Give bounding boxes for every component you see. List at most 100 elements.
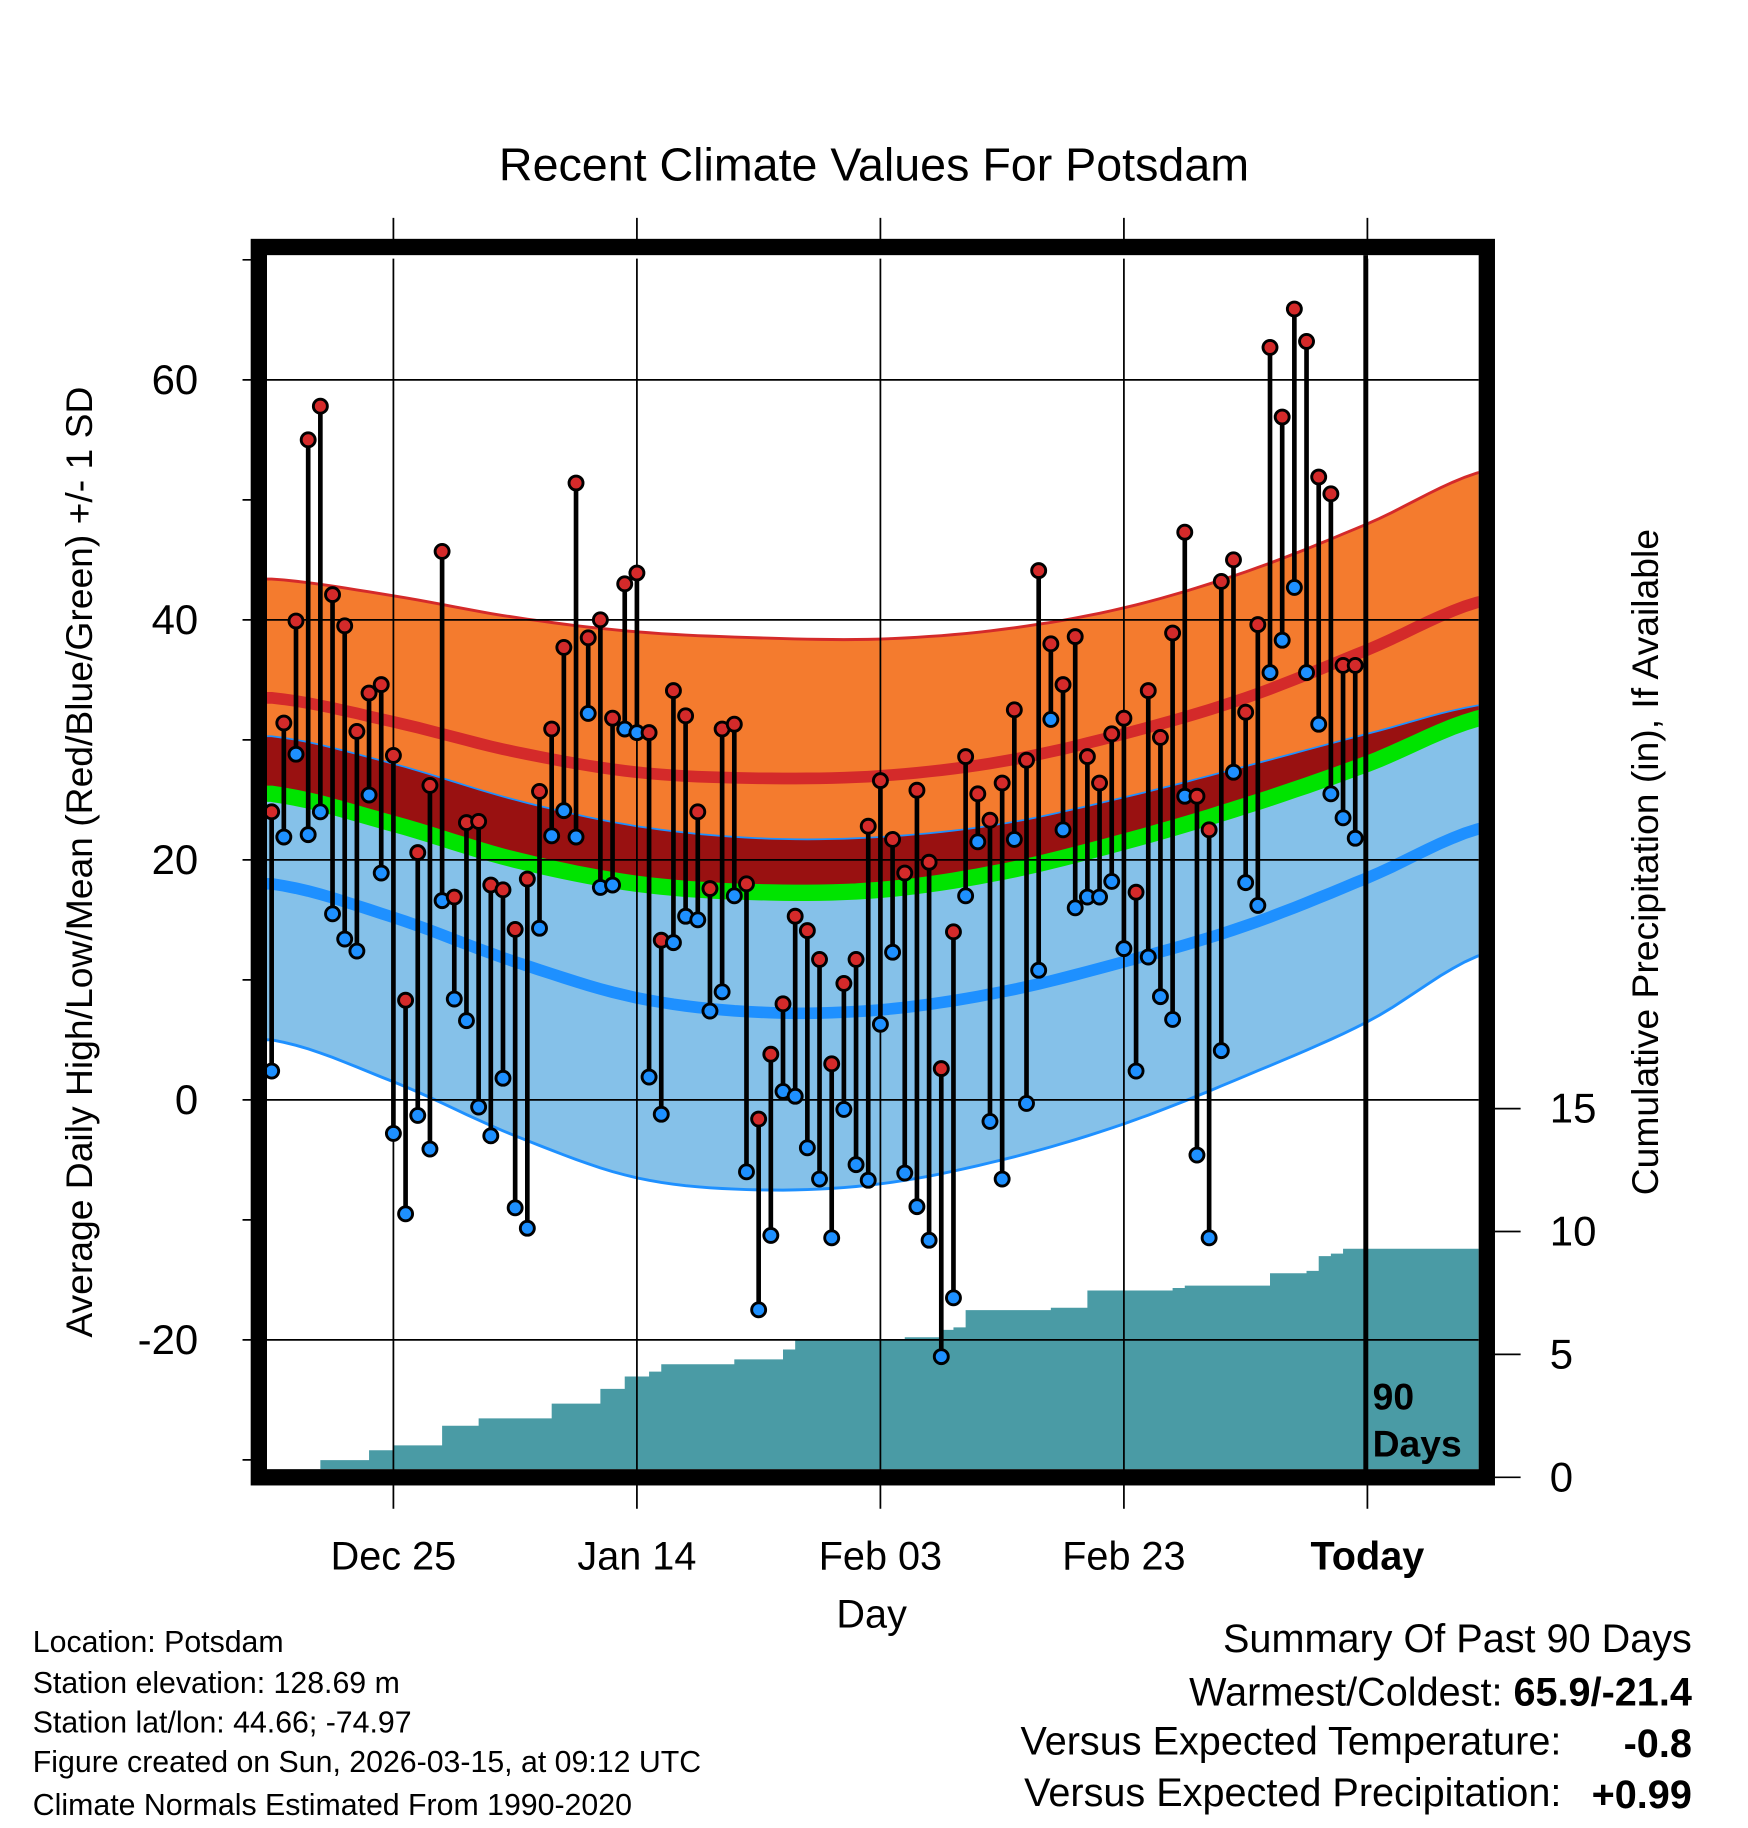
daily-low-point — [1091, 888, 1109, 906]
daily-low-point — [750, 1301, 768, 1319]
daily-high-point — [945, 923, 962, 941]
daily-low-point — [896, 1164, 914, 1182]
axes: Dec 25 Jan 14 Feb 03 Feb 23 Today 60 40 20 0 -20 0… — [138, 217, 1596, 1578]
daily-high-point — [1005, 701, 1023, 719]
precip-vs-expected-label: Versus Expected Precipitation: — [1024, 1771, 1561, 1815]
daily-high-point — [287, 612, 305, 630]
daily-high-point — [591, 611, 609, 629]
y-tick-label: 60 — [152, 356, 199, 403]
y-tick-label: 40 — [152, 596, 199, 643]
daily-low-point — [1030, 961, 1048, 979]
daily-high-point — [884, 830, 902, 848]
daily-high-point — [1346, 656, 1364, 674]
daily-low-point — [1127, 1062, 1145, 1080]
y2-axis-label: Cumulative Precipitation (in), If Availa… — [1624, 529, 1666, 1195]
daily-high-point — [1273, 408, 1291, 426]
daily-high-point — [336, 617, 354, 635]
footer-location: Location: Potsdam — [33, 1626, 284, 1659]
daily-high-point — [1225, 551, 1242, 569]
daily-low-point — [531, 919, 548, 937]
daily-low-point — [1139, 948, 1157, 966]
y-tick-label: 0 — [175, 1076, 198, 1123]
summary-panel: Summary Of Past 90 Days Warmest/Coldest:… — [1020, 1617, 1691, 1817]
y2-tick-label: 5 — [1550, 1330, 1573, 1377]
daily-low-point — [859, 1171, 877, 1189]
daily-high-point — [1212, 572, 1230, 590]
daily-high-point — [920, 853, 938, 871]
daily-low-point — [1261, 664, 1279, 682]
daily-high-point — [275, 714, 293, 732]
daily-high-point — [494, 881, 512, 899]
today-days-number: 90 — [1373, 1376, 1414, 1418]
daily-low-point — [993, 1170, 1011, 1188]
daily-high-point — [555, 638, 573, 656]
daily-low-point — [555, 802, 573, 820]
daily-low-point — [397, 1205, 415, 1223]
daily-high-point — [1188, 787, 1206, 805]
daily-low-point — [1237, 874, 1255, 892]
daily-low-point — [884, 943, 902, 961]
daily-low-point — [1322, 785, 1340, 803]
daily-low-point — [336, 930, 354, 948]
daily-low-point — [908, 1198, 926, 1216]
daily-low-point — [1346, 829, 1364, 847]
daily-high-point — [1018, 751, 1035, 769]
daily-high-point — [506, 920, 524, 938]
daily-low-point — [1103, 872, 1121, 890]
daily-high-point — [299, 431, 317, 449]
daily-points — [266, 300, 1364, 1366]
daily-high-point — [823, 1055, 841, 1073]
daily-low-point — [1005, 830, 1023, 848]
station-info: Location: Potsdam Station elevation: 128… — [33, 1626, 701, 1822]
daily-low-point — [640, 1068, 658, 1086]
daily-high-point — [701, 880, 719, 898]
daily-low-point — [1042, 710, 1060, 728]
x-axis-label: Day — [836, 1593, 907, 1637]
daily-low-point — [275, 828, 293, 846]
footer-normals: Climate Normals Estimated From 1990-2020 — [33, 1789, 632, 1822]
daily-high-point — [689, 803, 707, 821]
daily-low-point — [1334, 809, 1352, 827]
daily-high-point — [384, 746, 402, 764]
daily-low-point — [1285, 578, 1303, 596]
daily-high-point — [1261, 338, 1279, 356]
daily-low-point — [470, 1098, 488, 1116]
daily-high-point — [531, 782, 548, 800]
daily-high-point — [1310, 468, 1328, 486]
daily-high-point — [847, 950, 865, 968]
daily-low-point — [969, 833, 987, 851]
daily-low-point — [1200, 1229, 1218, 1247]
daily-high-point — [1042, 635, 1060, 653]
daily-high-point — [1054, 676, 1072, 694]
daily-high-point — [1151, 728, 1169, 746]
daily-high-point — [786, 907, 804, 925]
daily-high-point — [932, 1060, 950, 1078]
daily-high-point — [1103, 725, 1121, 743]
daily-low-point — [1018, 1094, 1035, 1112]
daily-high-point — [604, 709, 622, 727]
footer-latlon: Station lat/lon: 44.66; -74.97 — [33, 1706, 412, 1739]
daily-low-point — [981, 1112, 999, 1130]
y-tick-label: 20 — [152, 836, 199, 883]
daily-low-point — [579, 704, 597, 722]
daily-low-point — [348, 942, 366, 960]
summary-warmest-coldest: Warmest/Coldest: 65.9/-21.4 — [1189, 1671, 1692, 1715]
daily-low-point — [798, 1139, 816, 1157]
daily-low-point — [725, 887, 743, 905]
mid-band — [266, 705, 1479, 893]
daily-low-point — [311, 803, 329, 821]
daily-high-point — [397, 991, 415, 1009]
daily-high-point — [738, 875, 755, 893]
daily-low-point — [445, 990, 463, 1008]
daily-low-point — [360, 786, 378, 804]
daily-low-point — [567, 828, 585, 846]
daily-low-point — [835, 1100, 853, 1118]
daily-high-point — [445, 888, 463, 906]
today-days-word: Days — [1373, 1422, 1462, 1464]
daily-high-point — [835, 974, 853, 992]
daily-high-point — [1066, 628, 1084, 646]
daily-low-point — [494, 1069, 512, 1087]
daily-low-point — [920, 1231, 938, 1249]
y2-tick-label: 0 — [1550, 1453, 1573, 1500]
